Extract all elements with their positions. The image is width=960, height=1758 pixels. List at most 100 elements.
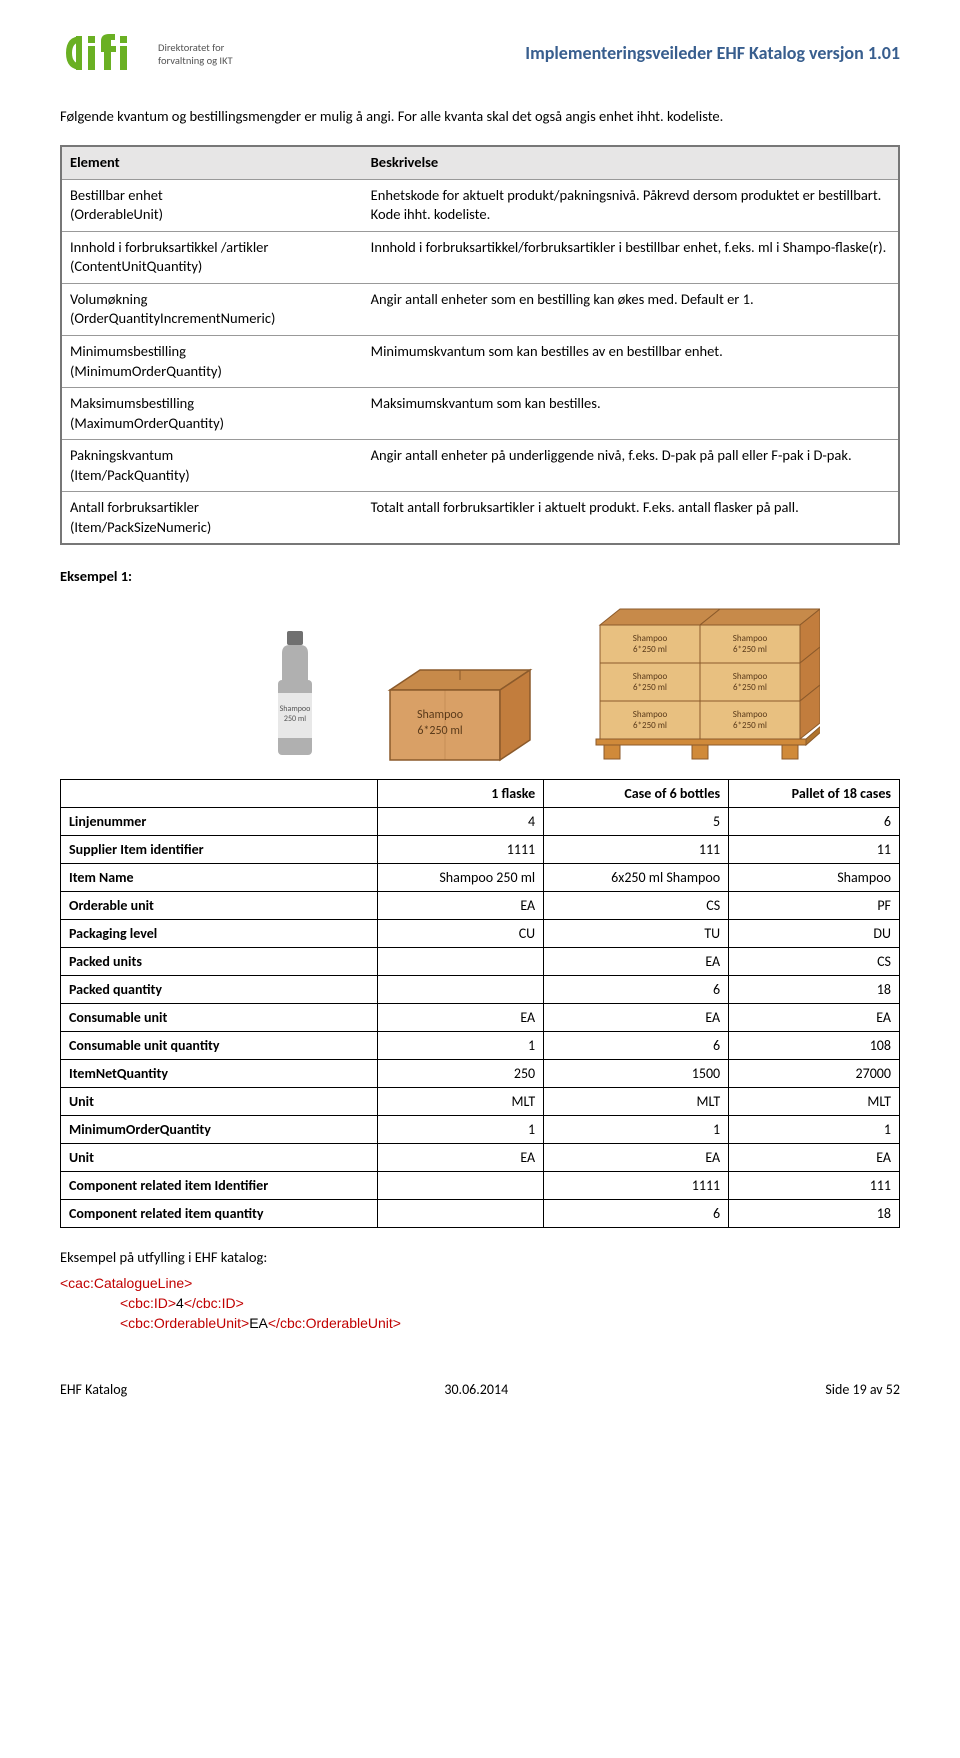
- table-cell: Shampoo: [729, 864, 900, 892]
- table-cell: DU: [729, 920, 900, 948]
- xml-tag: </cbc:ID>: [184, 1295, 244, 1311]
- table-cell: TU: [544, 920, 729, 948]
- table-cell: 1500: [544, 1060, 729, 1088]
- table-cell: Antall forbruksartikler (Item/PackSizeNu…: [61, 492, 363, 545]
- footer-center: 30.06.2014: [444, 1381, 508, 1398]
- table-row-label: Component related item quantity: [61, 1200, 378, 1228]
- table-cell: 1111: [378, 836, 544, 864]
- table-row-label: Packaging level: [61, 920, 378, 948]
- svg-text:6*250 ml: 6*250 ml: [633, 720, 667, 731]
- svg-text:6*250 ml: 6*250 ml: [733, 682, 767, 693]
- table-cell: Innhold i forbruksartikkel /artikler (Co…: [61, 231, 363, 283]
- table-cell: 1: [729, 1116, 900, 1144]
- table-cell: Maksimumskvantum som kan bestilles.: [363, 388, 899, 440]
- box-icon: Shampoo 6*250 ml: [380, 660, 540, 765]
- svg-text:Shampoo: Shampoo: [633, 633, 668, 644]
- table-row-label: Orderable unit: [61, 892, 378, 920]
- pallet-icon: Shampoo6*250 ml Shampoo6*250 ml Shampoo6…: [590, 595, 820, 765]
- table-row-label: Item Name: [61, 864, 378, 892]
- xml-tag: </cbc:OrderableUnit>: [268, 1315, 401, 1331]
- table-row-label: MinimumOrderQuantity: [61, 1116, 378, 1144]
- table-cell: [378, 976, 544, 1004]
- table-cell: [378, 1200, 544, 1228]
- table-row-label: Consumable unit quantity: [61, 1032, 378, 1060]
- table-cell: 1: [544, 1116, 729, 1144]
- table-cell: Enhetskode for aktuelt produkt/pakningsn…: [363, 179, 899, 231]
- table-cell: 111: [729, 1172, 900, 1200]
- svg-text:6*250 ml: 6*250 ml: [733, 720, 767, 731]
- table-cell: 11: [729, 836, 900, 864]
- table-row-label: Supplier Item identifier: [61, 836, 378, 864]
- table-cell: Innhold i forbruksartikkel/forbruksartik…: [363, 231, 899, 283]
- example-data-table: 1 flaskeCase of 6 bottlesPallet of 18 ca…: [60, 779, 900, 1228]
- table-cell: CU: [378, 920, 544, 948]
- table-cell: Bestillbar enhet (OrderableUnit): [61, 179, 363, 231]
- table-cell: Minimumsbestilling (MinimumOrderQuantity…: [61, 335, 363, 387]
- svg-text:250 ml: 250 ml: [284, 714, 306, 724]
- table-cell: 6: [544, 1032, 729, 1060]
- table-cell: Maksimumsbestilling (MaximumOrderQuantit…: [61, 388, 363, 440]
- bottle-icon: Shampoo 250 ml: [260, 625, 330, 765]
- table-header-cell: Pallet of 18 cases: [729, 780, 900, 808]
- table-cell: 108: [729, 1032, 900, 1060]
- table-cell: [378, 1172, 544, 1200]
- table-cell: 18: [729, 976, 900, 1004]
- table-row-label: Unit: [61, 1144, 378, 1172]
- table-cell: CS: [544, 892, 729, 920]
- svg-text:Shampoo: Shampoo: [633, 709, 668, 720]
- table-row-label: Packed units: [61, 948, 378, 976]
- table-cell: Pakningskvantum (Item/PackQuantity): [61, 440, 363, 492]
- element-description-table: Element Beskrivelse Bestillbar enhet (Or…: [60, 145, 900, 545]
- xml-tag: <cac:CatalogueLine>: [60, 1275, 192, 1291]
- svg-text:Shampoo: Shampoo: [633, 671, 668, 682]
- xml-value: 4: [176, 1295, 184, 1311]
- table-cell: EA: [544, 948, 729, 976]
- table-cell: Totalt antall forbruksartikler i aktuelt…: [363, 492, 899, 545]
- table-cell: Angir antall enheter som en bestilling k…: [363, 283, 899, 335]
- svg-text:Shampoo: Shampoo: [280, 704, 311, 714]
- table-cell: 6: [544, 976, 729, 1004]
- logo-area: Direktoratet for forvaltning og IKT: [60, 30, 233, 76]
- xml-snippet: <cac:CatalogueLine> <cbc:ID>4</cbc:ID> <…: [60, 1274, 900, 1333]
- table-cell: CS: [729, 948, 900, 976]
- table-row-label: Unit: [61, 1088, 378, 1116]
- table-cell: EA: [378, 1144, 544, 1172]
- table-cell: 1: [378, 1116, 544, 1144]
- table-cell: 6: [544, 1200, 729, 1228]
- logo-subtitle: Direktoratet for forvaltning og IKT: [158, 38, 233, 67]
- table-cell: 250: [378, 1060, 544, 1088]
- svg-text:Shampoo: Shampoo: [417, 708, 463, 722]
- xml-value: EA: [249, 1315, 268, 1331]
- table-row-label: ItemNetQuantity: [61, 1060, 378, 1088]
- page-header: Direktoratet for forvaltning og IKT Impl…: [60, 30, 900, 76]
- example2-heading: Eksempel på utfylling i EHF katalog:: [60, 1248, 900, 1266]
- logo-sub-line2: forvaltning og IKT: [158, 55, 233, 68]
- illustration-row: Shampoo 250 ml Shampoo 6*250 ml Shampoo6…: [60, 595, 900, 765]
- table-cell: Shampoo 250 ml: [378, 864, 544, 892]
- document-title: Implementeringsveileder EHF Katalog vers…: [525, 30, 900, 64]
- table-row-label: Consumable unit: [61, 1004, 378, 1032]
- table-cell: MLT: [378, 1088, 544, 1116]
- table-cell: 111: [544, 836, 729, 864]
- footer-right: Side 19 av 52: [825, 1381, 900, 1398]
- t1-head-element: Element: [61, 146, 363, 179]
- svg-text:6*250 ml: 6*250 ml: [633, 682, 667, 693]
- svg-text:6*250 ml: 6*250 ml: [733, 644, 767, 655]
- table-cell: Angir antall enheter på underliggende ni…: [363, 440, 899, 492]
- table-cell: EA: [378, 892, 544, 920]
- table-cell: EA: [729, 1004, 900, 1032]
- svg-text:Shampoo: Shampoo: [733, 671, 768, 682]
- table-header-cell: Case of 6 bottles: [544, 780, 729, 808]
- table-cell: Volumøkning (OrderQuantityIncrementNumer…: [61, 283, 363, 335]
- table-cell: 27000: [729, 1060, 900, 1088]
- table-cell: [378, 948, 544, 976]
- table-cell: PF: [729, 892, 900, 920]
- table-row-label: Packed quantity: [61, 976, 378, 1004]
- table-cell: MLT: [729, 1088, 900, 1116]
- table-header-cell: 1 flaske: [378, 780, 544, 808]
- table-cell: Minimumskvantum som kan bestilles av en …: [363, 335, 899, 387]
- table-cell: 1: [378, 1032, 544, 1060]
- table-row-label: Linjenummer: [61, 808, 378, 836]
- table-cell: EA: [544, 1004, 729, 1032]
- table-cell: MLT: [544, 1088, 729, 1116]
